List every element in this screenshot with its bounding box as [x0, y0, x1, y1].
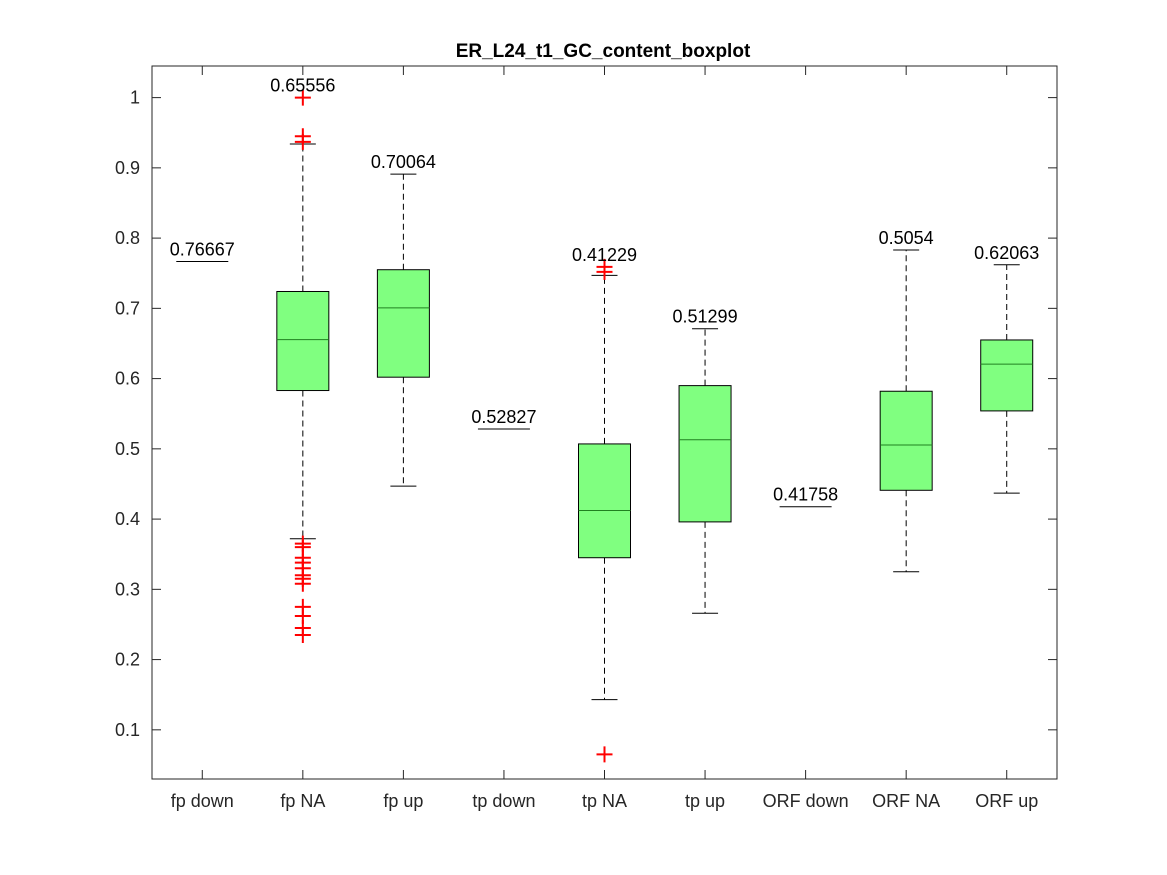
outlier-marker — [294, 626, 311, 643]
y-tick-label: 1 — [130, 88, 140, 108]
plot-area-frame — [151, 65, 1058, 780]
y-tick-label: 0.3 — [115, 579, 140, 599]
box-iqr — [376, 269, 430, 378]
median-value-label: 0.5054 — [879, 228, 934, 248]
outlier-marker — [294, 89, 311, 106]
median-value-label: 0.41229 — [572, 245, 637, 265]
x-tick-label: ORF down — [763, 791, 849, 811]
box-iqr — [879, 390, 933, 491]
chart-marks: 0.1 0.2 0.3 0.4 0.5 0.6 0.7 0.8 0.9 1 fp down fp NA… — [115, 66, 1057, 811]
x-tick-label: tp NA — [582, 791, 627, 811]
x-tick-label: fp up — [383, 791, 423, 811]
y-tick-label: 0.5 — [115, 439, 140, 459]
outlier-marker — [294, 575, 311, 592]
median-value-label: 0.41758 — [773, 485, 838, 505]
median-value-label: 0.52827 — [471, 407, 536, 427]
median-value-label: 0.65556 — [270, 76, 335, 96]
median-value-label: 0.70064 — [371, 152, 436, 172]
box-iqr — [578, 443, 631, 559]
y-tick-label: 0.7 — [115, 298, 140, 318]
median-value-label: 0.51299 — [673, 307, 738, 327]
y-tick-label: 0.8 — [115, 228, 140, 248]
x-tick-label: fp NA — [280, 791, 325, 811]
y-tick-label: 0.1 — [115, 720, 140, 740]
x-tick-label: tp down — [472, 791, 535, 811]
median-value-label: 0.62063 — [974, 243, 1039, 263]
box-iqr — [678, 385, 732, 523]
y-tick-label: 0.6 — [115, 369, 140, 389]
y-tick-label: 0.2 — [115, 650, 140, 670]
outlier-marker — [596, 263, 613, 280]
y-tick-label: 0.4 — [115, 509, 140, 529]
x-tick-label: fp down — [171, 791, 234, 811]
x-tick-label: ORF NA — [872, 791, 940, 811]
median-value-label: 0.76667 — [170, 240, 235, 260]
x-tick-label: ORF up — [975, 791, 1038, 811]
chart-title: ER_L24_t1_GC_content_boxplot — [456, 41, 751, 62]
y-tick-label: 0.9 — [115, 158, 140, 178]
box-iqr — [276, 290, 330, 392]
x-tick-label: tp up — [685, 791, 725, 811]
box-iqr — [980, 339, 1034, 412]
outlier-marker — [294, 133, 311, 150]
outlier-marker — [596, 746, 613, 763]
